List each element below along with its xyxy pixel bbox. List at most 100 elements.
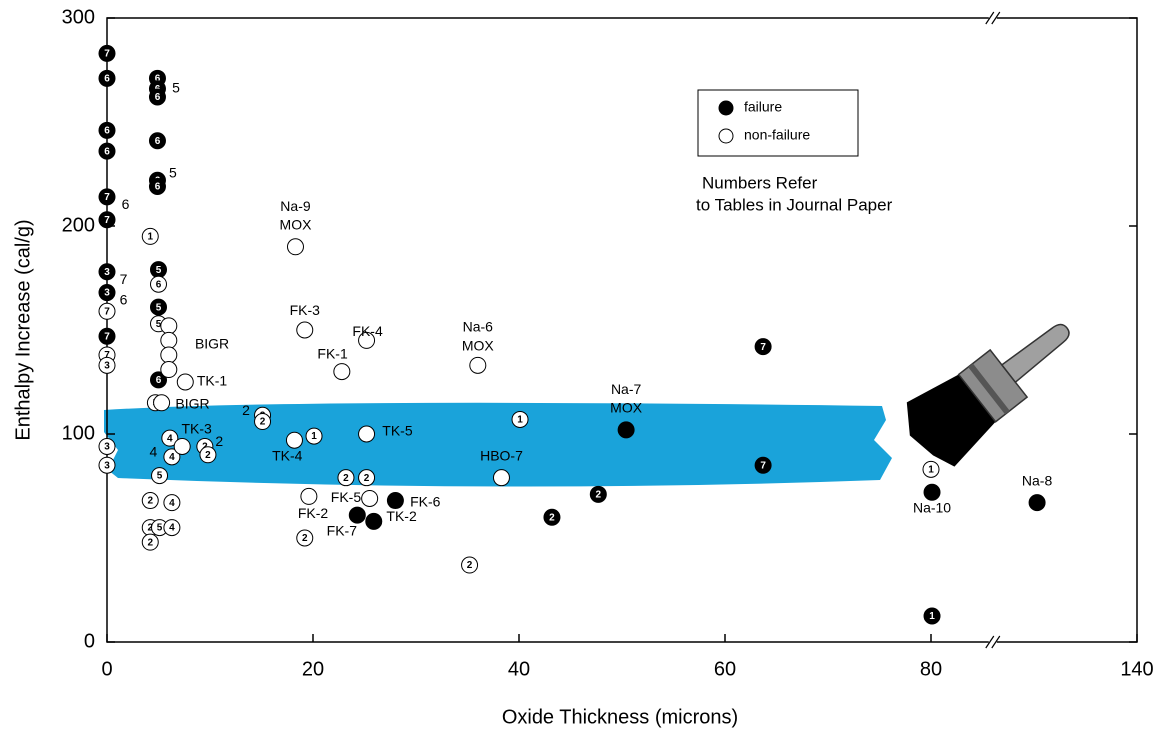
data-point [617, 421, 635, 439]
point-marker: 7 [104, 215, 110, 226]
annotation: FK-6 [410, 493, 441, 509]
point-marker: 6 [104, 73, 110, 84]
axis-break-gap [988, 14, 997, 22]
axis-break-gap [988, 638, 997, 646]
point-marker: 6 [104, 146, 110, 157]
data-point [161, 429, 179, 447]
data-point [300, 487, 318, 505]
y-tick-label: 100 [62, 422, 95, 444]
data-point [296, 529, 314, 547]
paint-stroke [104, 402, 892, 487]
legend-label: non-failure [744, 127, 810, 143]
data-point [358, 331, 376, 349]
point-marker: 6 [156, 279, 162, 290]
point-marker: 4 [167, 433, 173, 444]
annotation: TK-3 [181, 421, 212, 437]
data-point [141, 492, 159, 510]
annotation: FK-4 [352, 323, 383, 339]
y-axis-label: Enthalpy Increase (cal/g) [12, 219, 34, 440]
point-marker: 6 [155, 182, 161, 193]
data-point [141, 227, 159, 245]
annotation: FK-3 [290, 302, 321, 318]
point-marker: 7 [104, 306, 110, 317]
data-point [98, 456, 116, 474]
data-point [348, 506, 366, 524]
annotation: TK-1 [197, 373, 228, 389]
point-marker: 3 [104, 460, 110, 471]
point-marker: 6 [155, 73, 161, 84]
data-point [333, 363, 351, 381]
data-point [176, 373, 194, 391]
data-point [386, 492, 404, 510]
point-marker: 7 [104, 192, 110, 203]
data-point [337, 469, 355, 487]
annotation: BIGR [175, 396, 209, 412]
point-marker: 1 [928, 465, 934, 476]
point-marker: 4 [169, 498, 175, 509]
data-point [98, 263, 116, 281]
data-point [160, 346, 178, 364]
x-tick-label: 40 [508, 658, 530, 680]
point-marker: 6 [155, 136, 161, 147]
data-point [151, 467, 169, 485]
point-marker: 2 [147, 537, 153, 548]
data-point [98, 284, 116, 302]
data-point [296, 321, 314, 339]
x-axis-label: Oxide Thickness (microns) [502, 706, 738, 728]
data-point [150, 298, 167, 316]
point-marker: 7 [760, 460, 766, 471]
legend-box [697, 89, 859, 157]
x-tick-label: 60 [714, 658, 736, 680]
data-point [754, 338, 772, 356]
data-point [98, 437, 116, 455]
annotation: 5 [169, 165, 177, 181]
annotation: TK-2 [386, 508, 417, 524]
point-marker: 1 [517, 415, 523, 426]
point-marker: 2 [596, 489, 602, 500]
point-marker: 2 [343, 473, 349, 484]
data-point [1028, 494, 1046, 512]
point-marker: 2 [549, 512, 555, 523]
point-marker: 3 [104, 288, 110, 299]
data-point [98, 142, 116, 160]
data-point [98, 356, 116, 374]
y-tick-label: 200 [62, 214, 95, 236]
paintbrush [906, 323, 1070, 467]
x-tick-label: 140 [1120, 658, 1153, 680]
point-marker: 6 [156, 375, 162, 386]
annotation: 5 [172, 79, 180, 95]
point-marker: 1 [929, 611, 935, 622]
annotation: 2 [215, 433, 223, 449]
annotation: FK-1 [317, 346, 348, 362]
data-point [160, 331, 178, 349]
point-marker: 2 [467, 560, 473, 571]
point-marker: 3 [104, 442, 110, 453]
data-point [254, 413, 272, 431]
point-marker: 4 [169, 452, 175, 463]
axis-break [991, 11, 1001, 25]
annotation: 2 [242, 402, 250, 418]
axis-break [985, 635, 995, 649]
annotation: 4 [149, 443, 157, 459]
data-point [922, 460, 940, 478]
point-marker: 7 [104, 49, 110, 60]
point-marker: 6 [104, 125, 110, 136]
legend-marker [718, 128, 734, 144]
axis-break [991, 635, 1001, 649]
data-point [98, 302, 116, 320]
point-marker: 7 [760, 342, 766, 353]
annotation: Na-10 [913, 500, 951, 516]
annotation: BIGR [195, 335, 229, 351]
annotation: MOX [610, 400, 643, 416]
point-marker: 2 [364, 473, 370, 484]
note: to Tables in Journal Paper [696, 195, 893, 214]
point-marker: 5 [156, 265, 162, 276]
data-point [163, 519, 181, 537]
annotation: TK-4 [272, 448, 303, 464]
data-point [160, 361, 178, 379]
data-point [305, 427, 323, 445]
annotation: Na-8 [1022, 473, 1053, 489]
point-marker: 2 [147, 523, 153, 534]
point-marker: 4 [169, 523, 175, 534]
